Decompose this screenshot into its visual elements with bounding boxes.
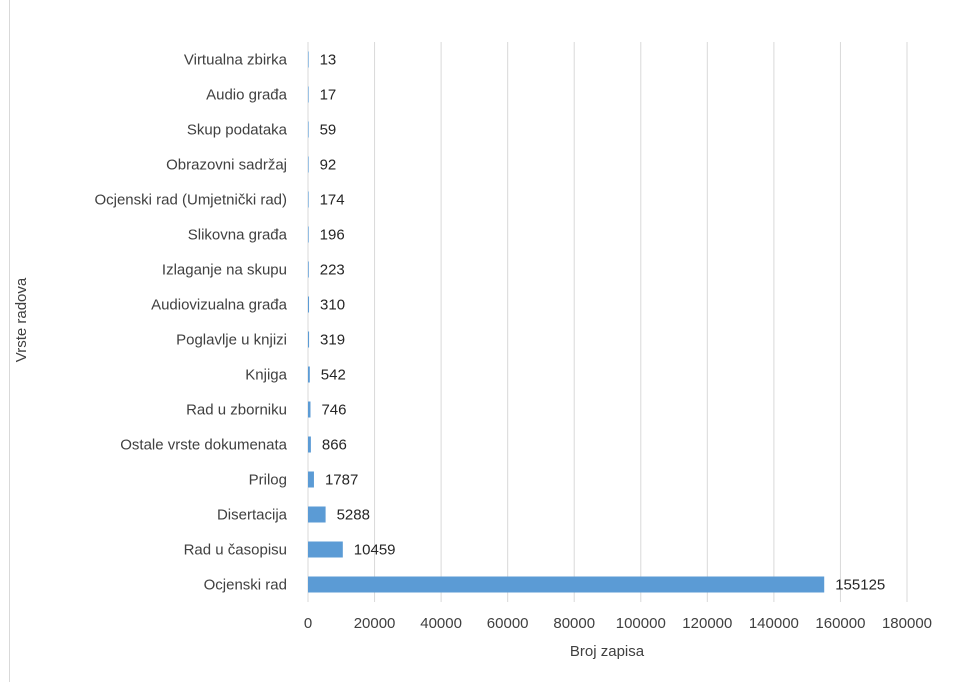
x-tick-label-8: 160000: [815, 615, 865, 632]
bar-1: [308, 86, 309, 103]
x-tick-labels: 0 20000 40000 60000 80000 100000 120000 140000 1…: [304, 615, 932, 632]
category-label-6: Izlaganje na skupu: [162, 262, 287, 279]
data-label-2: 59: [320, 122, 337, 139]
category-label-3: Obrazovni sadržaj: [166, 157, 287, 174]
data-label-7: 310: [320, 297, 345, 314]
category-labels: Virtualna zbirka Audio građa Skup podataka…: [94, 52, 287, 594]
y-axis-title: Vrste radova: [13, 277, 30, 362]
x-tick-label-5: 100000: [616, 615, 666, 632]
data-label-1: 17: [320, 87, 337, 104]
category-label-1: Audio građa: [206, 87, 288, 104]
x-tick-label-6: 120000: [682, 615, 732, 632]
data-label-6: 223: [320, 262, 345, 279]
category-label-13: Disertacija: [217, 507, 288, 524]
bar-9: [308, 366, 310, 383]
x-tick-label-4: 80000: [553, 615, 595, 632]
x-tick-label-7: 140000: [749, 615, 799, 632]
x-axis-title: Broj zapisa: [570, 643, 645, 660]
category-label-2: Skup podataka: [187, 122, 288, 139]
data-label-0: 13: [320, 52, 337, 69]
x-tick-label-3: 60000: [487, 615, 529, 632]
data-label-5: 196: [320, 227, 345, 244]
category-label-9: Knjiga: [245, 367, 287, 384]
category-label-15: Ocjenski rad: [204, 577, 287, 594]
category-label-11: Ostale vrste dokumenata: [120, 437, 287, 454]
data-label-15: 155125: [835, 577, 885, 594]
data-label-10: 746: [321, 402, 346, 419]
category-label-10: Rad u zborniku: [186, 402, 287, 419]
data-label-13: 5288: [337, 507, 370, 524]
bar-13: [308, 506, 326, 523]
bar-15: [308, 576, 825, 593]
category-label-14: Rad u časopisu: [184, 542, 287, 559]
x-tick-label-2: 40000: [420, 615, 462, 632]
bar-6: [308, 261, 309, 278]
data-label-14: 10459: [354, 542, 396, 559]
bar-11: [308, 436, 311, 453]
bars: [308, 51, 825, 593]
bar-0: [308, 51, 309, 68]
data-label-11: 866: [322, 437, 347, 454]
bar-10: [308, 401, 311, 418]
x-tick-label-1: 20000: [354, 615, 396, 632]
data-label-9: 542: [321, 367, 346, 384]
data-label-8: 319: [320, 332, 345, 349]
category-label-4: Ocjenski rad (Umjetnički rad): [94, 192, 287, 209]
category-label-0: Virtualna zbirka: [184, 52, 288, 69]
category-label-8: Poglavlje u knjizi: [176, 332, 287, 349]
bar-14: [308, 541, 343, 558]
category-label-7: Audiovizualna građa: [151, 297, 288, 314]
bar-8: [308, 331, 310, 348]
data-label-4: 174: [320, 192, 345, 209]
bar-3: [308, 156, 309, 173]
data-label-12: 1787: [325, 472, 358, 489]
bar-5: [308, 226, 309, 243]
bar-4: [308, 191, 309, 208]
category-label-12: Prilog: [249, 472, 287, 489]
bar-12: [308, 471, 314, 488]
gridlines: [307, 42, 908, 602]
data-labels: 13 17 59 92 174 196 223 310 319 542 746 866 1787 5288…: [320, 52, 886, 594]
bar-2: [308, 121, 309, 138]
x-tick-label-0: 0: [304, 615, 312, 632]
category-label-5: Slikovna građa: [188, 227, 288, 244]
bar-7: [308, 296, 310, 313]
data-label-3: 92: [320, 157, 337, 174]
chart-frame: [9, 0, 954, 682]
x-tick-label-9: 180000: [882, 615, 932, 632]
